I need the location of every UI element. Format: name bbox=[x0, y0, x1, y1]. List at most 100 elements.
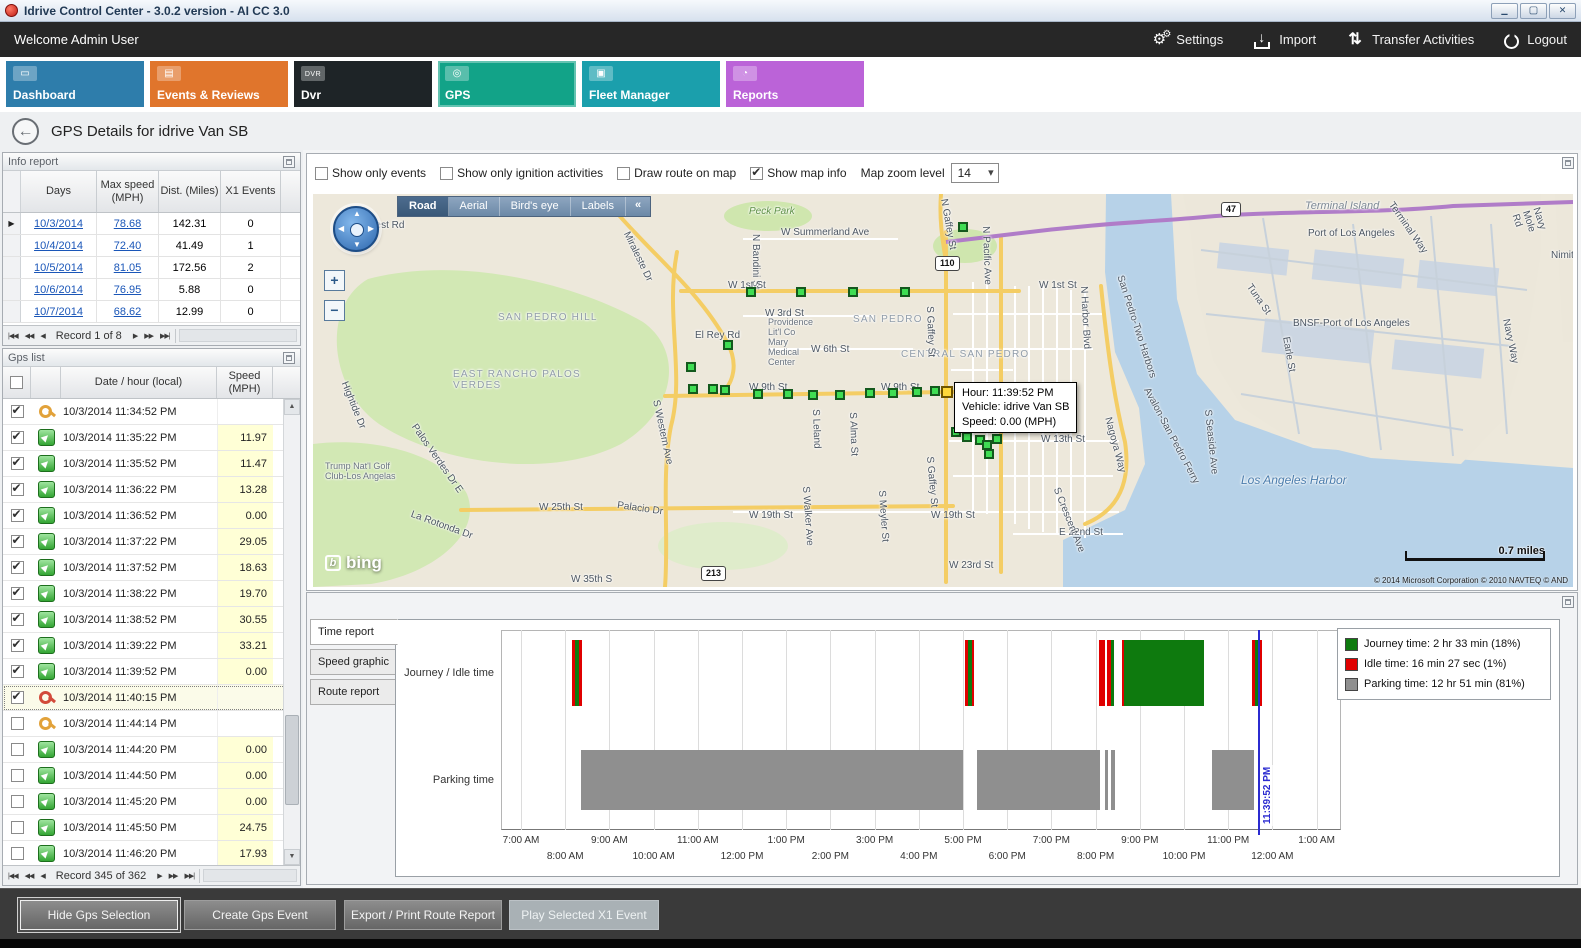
gps-list-row[interactable]: 10/3/2014 11:37:52 PM 18.63 bbox=[3, 555, 300, 581]
row-checkbox[interactable] bbox=[10, 717, 24, 730]
maximize-panel-icon[interactable] bbox=[1562, 596, 1574, 608]
row-checkbox[interactable] bbox=[10, 507, 24, 522]
nav-prev-page-icon[interactable] bbox=[23, 332, 36, 340]
map-view-tab-road[interactable]: Road bbox=[398, 197, 449, 216]
maximize-panel-icon[interactable] bbox=[1562, 157, 1574, 169]
day-link[interactable]: 10/4/2014 bbox=[21, 235, 97, 256]
checkbox-icon[interactable] bbox=[315, 166, 328, 180]
row-checkbox[interactable] bbox=[10, 455, 24, 470]
gps-marker[interactable] bbox=[912, 387, 922, 397]
nav-first-icon[interactable] bbox=[6, 872, 20, 880]
tab-dvr[interactable]: Dvr bbox=[294, 61, 432, 107]
chart-tab-time-report[interactable]: Time report bbox=[310, 619, 398, 645]
column-header-date-hour[interactable]: Date / hour (local) bbox=[61, 367, 217, 398]
gps-list-row[interactable]: 10/3/2014 11:37:22 PM 29.05 bbox=[3, 529, 300, 555]
day-link[interactable]: 10/6/2014 bbox=[21, 279, 97, 300]
map-option-show-only-events[interactable]: Show only events bbox=[315, 166, 426, 180]
gps-marker[interactable] bbox=[900, 287, 910, 297]
max-speed-link[interactable]: 81.05 bbox=[97, 257, 159, 278]
nav-next-page-icon[interactable] bbox=[142, 332, 155, 340]
minimize-icon[interactable] bbox=[1491, 2, 1518, 19]
footer-button-hide-gps-selection[interactable]: Hide Gps Selection bbox=[20, 900, 178, 930]
gps-marker[interactable] bbox=[865, 388, 875, 398]
column-header-dist[interactable]: Dist. (Miles) bbox=[159, 171, 221, 212]
nav-prev-page-icon[interactable] bbox=[23, 872, 36, 880]
column-header-x1-events[interactable]: X1 Events bbox=[221, 171, 281, 212]
row-checkbox[interactable] bbox=[10, 769, 24, 782]
close-icon[interactable] bbox=[1549, 2, 1576, 19]
day-link[interactable]: 10/5/2014 bbox=[21, 257, 97, 278]
gps-list-row[interactable]: 10/3/2014 11:35:22 PM 11.97 bbox=[3, 425, 300, 451]
row-checkbox[interactable] bbox=[10, 743, 24, 756]
pan-left-icon[interactable]: ◀ bbox=[338, 224, 345, 233]
row-checkbox[interactable] bbox=[10, 533, 24, 548]
gps-marker[interactable] bbox=[753, 389, 763, 399]
nav-prev-icon[interactable] bbox=[38, 872, 46, 880]
gps-marker[interactable] bbox=[992, 434, 1002, 444]
horizontal-scrollbar[interactable] bbox=[203, 869, 297, 882]
row-checkbox[interactable] bbox=[10, 821, 24, 834]
gps-marker[interactable] bbox=[930, 386, 940, 396]
gps-marker[interactable] bbox=[746, 287, 756, 297]
gps-marker[interactable] bbox=[796, 287, 806, 297]
map-pan-compass[interactable]: ▲ ▼ ◀ ▶ bbox=[333, 206, 379, 252]
gps-marker[interactable] bbox=[686, 362, 696, 372]
map-option-show-only-ignition-activities[interactable]: Show only ignition activities bbox=[440, 166, 603, 180]
tab-dashboard[interactable]: Dashboard bbox=[6, 61, 144, 107]
row-checkbox[interactable] bbox=[10, 637, 24, 652]
gps-list-row[interactable]: 10/3/2014 11:45:50 PM 24.75 bbox=[3, 815, 300, 841]
selected-gps-marker[interactable] bbox=[941, 386, 953, 398]
max-speed-link[interactable]: 68.62 bbox=[97, 301, 159, 322]
chart-tab-route-report[interactable]: Route report bbox=[310, 679, 396, 705]
pan-right-icon[interactable]: ▶ bbox=[367, 224, 374, 233]
nav-last-icon[interactable] bbox=[158, 332, 172, 340]
zoom-in-button[interactable]: + bbox=[324, 270, 345, 291]
row-checkbox[interactable] bbox=[10, 481, 24, 496]
footer-button-play-selected-x1-event[interactable]: Play Selected X1 Event bbox=[509, 900, 659, 930]
footer-button-create-gps-event[interactable]: Create Gps Event bbox=[184, 900, 336, 930]
horizontal-scrollbar[interactable] bbox=[178, 329, 297, 342]
map-option-draw-route-on-map[interactable]: Draw route on map bbox=[617, 166, 736, 180]
header-action-transfer[interactable]: Transfer Activities bbox=[1346, 31, 1474, 49]
gps-list-row[interactable]: 10/3/2014 11:40:15 PM bbox=[3, 685, 300, 711]
column-header-speed[interactable]: Speed (MPH) bbox=[217, 367, 273, 398]
gps-marker[interactable] bbox=[688, 384, 698, 394]
row-checkbox[interactable] bbox=[10, 429, 24, 444]
gps-list-row[interactable]: 10/3/2014 11:46:20 PM 17.93 bbox=[3, 841, 300, 867]
header-action-import[interactable]: Import bbox=[1253, 29, 1316, 49]
tab-events[interactable]: Events & Reviews bbox=[150, 61, 288, 107]
gps-list-row[interactable]: 10/3/2014 11:35:52 PM 11.47 bbox=[3, 451, 300, 477]
nav-next-icon[interactable] bbox=[155, 872, 163, 880]
map-view-tab-labels[interactable]: Labels bbox=[571, 197, 626, 216]
max-speed-link[interactable]: 72.40 bbox=[97, 235, 159, 256]
map-view-tab-aerial[interactable]: Aerial bbox=[449, 197, 500, 216]
gps-list-row[interactable]: 10/3/2014 11:36:52 PM 0.00 bbox=[3, 503, 300, 529]
pan-down-icon[interactable]: ▼ bbox=[353, 240, 361, 249]
back-button[interactable] bbox=[12, 117, 39, 145]
gps-list-row[interactable]: 10/3/2014 11:44:14 PM bbox=[3, 711, 300, 737]
scrollbar-thumb[interactable] bbox=[285, 715, 299, 805]
gps-marker[interactable] bbox=[848, 287, 858, 297]
row-checkbox[interactable] bbox=[10, 795, 24, 808]
map-tabs-collapse-icon[interactable]: « bbox=[635, 199, 642, 211]
map-canvas[interactable]: Peck Park W Summerland Ave Crest Rd Mirales… bbox=[313, 194, 1573, 587]
gps-list-row[interactable]: 10/3/2014 11:44:50 PM 0.00 bbox=[3, 763, 300, 789]
checkbox-icon[interactable] bbox=[617, 166, 631, 180]
map-option-show-map-info[interactable]: Show map info bbox=[750, 165, 847, 180]
gps-marker[interactable] bbox=[783, 389, 793, 399]
nav-prev-icon[interactable] bbox=[38, 332, 46, 340]
gps-list-scrollbar[interactable]: ▲ ▼ bbox=[283, 399, 300, 865]
gps-list-row[interactable]: 10/3/2014 11:39:22 PM 33.21 bbox=[3, 633, 300, 659]
scroll-down-icon[interactable]: ▼ bbox=[284, 849, 300, 865]
gps-marker[interactable] bbox=[708, 384, 718, 394]
gps-marker[interactable] bbox=[720, 385, 730, 395]
column-header-max-speed[interactable]: Max speed (MPH) bbox=[97, 171, 159, 212]
gps-list-row[interactable]: 10/3/2014 11:36:22 PM 13.28 bbox=[3, 477, 300, 503]
tab-fleet[interactable]: Fleet Manager bbox=[582, 61, 720, 107]
zoom-out-button[interactable]: − bbox=[324, 300, 345, 321]
gps-list-row[interactable]: 10/3/2014 11:38:52 PM 30.55 bbox=[3, 607, 300, 633]
row-checkbox[interactable] bbox=[10, 585, 24, 600]
nav-next-icon[interactable] bbox=[131, 332, 139, 340]
tab-gps[interactable]: GPS bbox=[438, 61, 576, 107]
maximize-icon[interactable] bbox=[1520, 2, 1547, 19]
